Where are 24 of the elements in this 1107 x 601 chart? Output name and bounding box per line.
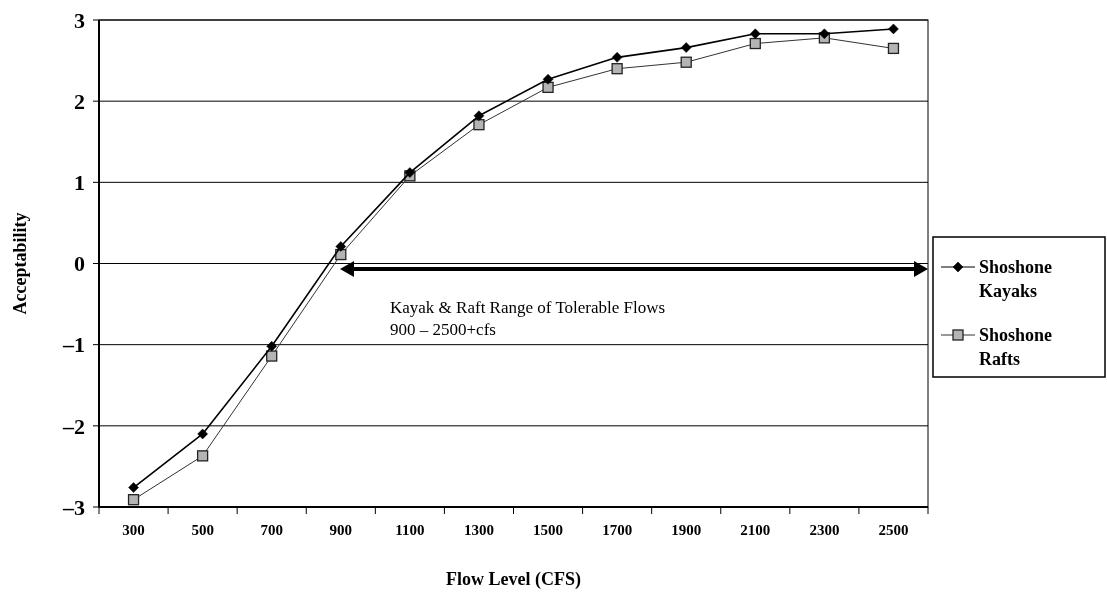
x-tick-label: 1300 bbox=[463, 522, 494, 538]
x-tick-label: 2500 bbox=[878, 522, 909, 538]
x-tick-label: 2300 bbox=[809, 522, 840, 538]
y-tick-label: 0 bbox=[74, 251, 85, 277]
y-axis-title: Acceptability bbox=[10, 212, 30, 315]
x-tick-label: 700 bbox=[260, 522, 283, 538]
x-tick-label: 1500 bbox=[533, 522, 564, 538]
x-tick-label: 300 bbox=[122, 522, 145, 538]
legend-label: Shoshone Kayaks bbox=[979, 257, 1053, 301]
x-tick-label: 2100 bbox=[740, 522, 771, 538]
y-tick-label: –2 bbox=[62, 413, 85, 439]
x-tick-label: 1900 bbox=[671, 522, 702, 538]
legend-label: Shoshone Rafts bbox=[979, 325, 1053, 369]
y-tick-label: –3 bbox=[62, 494, 85, 520]
x-tick-label: 900 bbox=[329, 522, 353, 538]
y-tick-label: 1 bbox=[74, 170, 85, 196]
y-tick-label: 2 bbox=[74, 88, 85, 114]
annotation: Kayak & Raft Range of Tolerable Flows 900 – 2500+cfs bbox=[390, 298, 666, 339]
x-tick-label: 1100 bbox=[395, 522, 425, 538]
y-tick-label: –1 bbox=[62, 332, 85, 358]
x-tick-label: 500 bbox=[191, 522, 214, 538]
x-tick-label: 1700 bbox=[602, 522, 633, 538]
y-tick-label: 3 bbox=[74, 7, 85, 33]
x-axis-title: Flow Level (CFS) bbox=[446, 569, 581, 590]
